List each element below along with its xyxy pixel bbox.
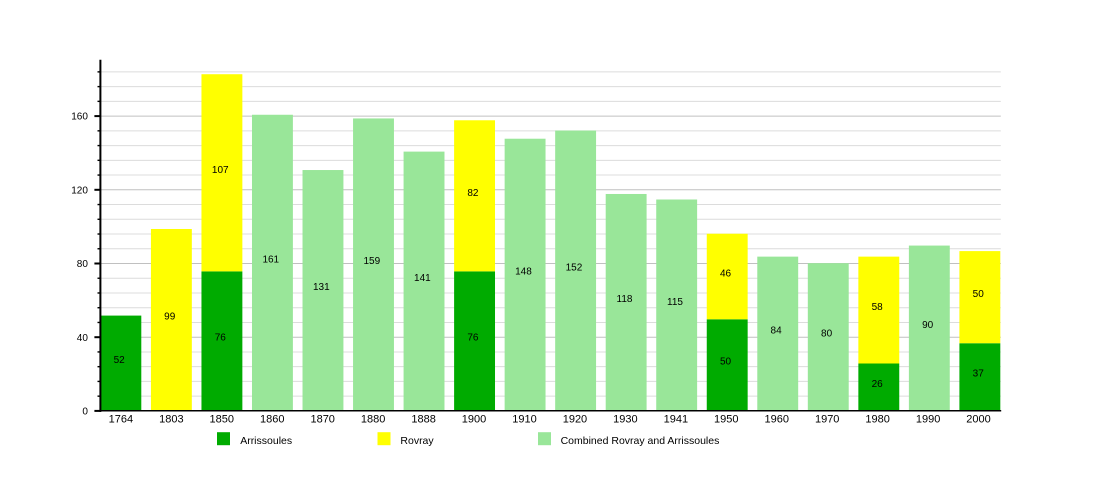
- svg-text:1870: 1870: [310, 413, 334, 425]
- svg-text:1888: 1888: [411, 413, 435, 425]
- svg-text:58: 58: [872, 302, 884, 313]
- svg-text:141: 141: [414, 273, 431, 284]
- svg-text:1980: 1980: [865, 413, 889, 425]
- svg-text:99: 99: [164, 312, 176, 323]
- svg-text:46: 46: [720, 269, 732, 280]
- svg-text:52: 52: [114, 355, 126, 366]
- svg-text:159: 159: [364, 256, 381, 267]
- svg-text:1880: 1880: [361, 413, 385, 425]
- svg-text:1850: 1850: [210, 413, 234, 425]
- svg-text:1860: 1860: [260, 413, 284, 425]
- svg-text:1941: 1941: [664, 413, 688, 425]
- svg-text:2000: 2000: [966, 413, 990, 425]
- svg-text:82: 82: [467, 188, 479, 199]
- svg-text:160: 160: [71, 112, 88, 123]
- svg-text:26: 26: [872, 379, 884, 390]
- svg-text:76: 76: [215, 333, 227, 344]
- svg-text:1764: 1764: [109, 413, 133, 425]
- svg-text:148: 148: [515, 266, 532, 277]
- svg-text:0: 0: [82, 407, 88, 418]
- svg-text:76: 76: [467, 333, 479, 344]
- svg-text:1950: 1950: [714, 413, 738, 425]
- svg-text:80: 80: [77, 259, 89, 270]
- svg-text:80: 80: [821, 329, 833, 340]
- svg-text:1960: 1960: [765, 413, 789, 425]
- svg-text:1910: 1910: [512, 413, 536, 425]
- svg-text:1970: 1970: [815, 413, 839, 425]
- svg-text:Rovray: Rovray: [400, 435, 434, 447]
- svg-text:1900: 1900: [462, 413, 486, 425]
- svg-text:37: 37: [973, 369, 985, 380]
- svg-text:84: 84: [771, 325, 783, 336]
- svg-text:1930: 1930: [613, 413, 637, 425]
- svg-text:50: 50: [973, 289, 985, 300]
- svg-text:107: 107: [212, 165, 229, 176]
- svg-text:Arrissoules: Arrissoules: [240, 435, 292, 447]
- svg-text:131: 131: [313, 282, 330, 293]
- svg-text:1990: 1990: [916, 413, 940, 425]
- svg-text:161: 161: [262, 254, 279, 265]
- svg-text:115: 115: [667, 297, 683, 308]
- svg-text:152: 152: [566, 262, 583, 273]
- svg-text:120: 120: [71, 185, 88, 196]
- svg-text:Combined Rovray and Arrissoule: Combined Rovray and Arrissoules: [561, 435, 720, 447]
- svg-text:90: 90: [922, 320, 934, 331]
- svg-text:40: 40: [77, 333, 89, 344]
- svg-text:1920: 1920: [563, 413, 587, 425]
- svg-text:1803: 1803: [159, 413, 183, 425]
- svg-text:118: 118: [617, 294, 633, 305]
- svg-text:50: 50: [720, 357, 732, 368]
